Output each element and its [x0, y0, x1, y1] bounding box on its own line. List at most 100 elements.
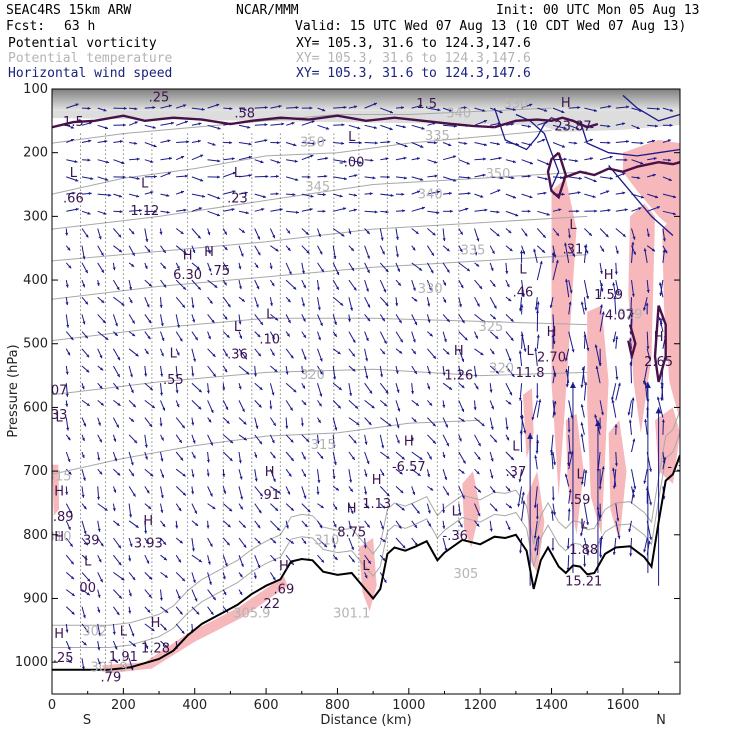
wind-vector-head — [552, 512, 556, 516]
wind-vector-head — [429, 402, 433, 406]
wind-vector-head — [211, 319, 215, 323]
wind-vector — [551, 452, 554, 470]
wind-vector-head — [145, 351, 149, 355]
wind-vector-head — [427, 303, 431, 307]
wind-vector-head — [243, 437, 247, 441]
wind-vector-head — [179, 611, 183, 615]
wind-vector-head — [97, 609, 101, 613]
wind-vector — [521, 280, 525, 298]
wind-vector — [568, 450, 574, 470]
wind-vector-head — [381, 526, 384, 530]
wind-vector — [583, 381, 587, 401]
wind-vector-head — [166, 210, 170, 214]
wind-vector-head — [595, 365, 599, 369]
wind-vector-head — [159, 423, 163, 427]
pv-label: 1.5 — [416, 97, 437, 112]
wind-vector-head — [178, 507, 182, 512]
wind-vector-head — [272, 455, 276, 459]
wind-vector-head — [626, 140, 629, 144]
wind-vector-head — [333, 255, 337, 259]
wind-vector-head — [216, 213, 220, 217]
wind-vector-head — [585, 250, 589, 254]
wind-vector-head — [427, 474, 431, 478]
wind-vector-head — [302, 318, 306, 322]
wind-vector-head — [225, 406, 229, 410]
wind-vector — [599, 466, 605, 487]
wind-vector-head — [103, 108, 107, 112]
wind-vector-head — [599, 555, 603, 558]
wind-vector-head — [185, 174, 188, 178]
wind-vector-head — [66, 324, 70, 328]
wind-vector-head — [191, 422, 195, 426]
wind-vector-head — [491, 406, 494, 410]
theta-label: 350 — [300, 135, 325, 150]
wind-vector-head — [350, 307, 353, 311]
wind-vector-head — [223, 490, 227, 494]
wind-vector-head — [177, 595, 181, 599]
wind-vector-head — [367, 304, 370, 308]
wind-vector-head — [622, 233, 626, 237]
pv-label: H — [547, 325, 557, 340]
wind-vector-head — [389, 127, 393, 131]
wind-vector-head — [275, 174, 279, 178]
wind-vector-head — [382, 505, 385, 509]
wind-vector-head — [558, 208, 562, 212]
pv-label: 07 — [51, 384, 68, 399]
wind-vector-head — [129, 286, 133, 290]
wind-vector-head — [453, 178, 457, 182]
wind-vector-head — [70, 125, 74, 129]
wind-vector-head — [640, 141, 644, 145]
wind-vector-head — [411, 391, 414, 394]
wind-vector-head — [401, 507, 405, 511]
wind-vector-head — [178, 559, 181, 563]
wind-vector-head — [551, 548, 555, 551]
wind-vector-head — [71, 611, 75, 615]
wind-vector-head — [626, 105, 630, 109]
wind-vector-head — [385, 210, 389, 214]
wind-vector-head — [612, 552, 616, 555]
wind-vector-head — [383, 403, 387, 407]
wind-vector-head — [271, 282, 275, 287]
pv-label: .58 — [234, 107, 255, 122]
wind-vector — [583, 537, 589, 556]
wind-vector-head — [147, 336, 151, 340]
wind-vector-head — [568, 489, 572, 493]
wind-vector-head — [304, 524, 308, 528]
wind-vector-head — [240, 506, 243, 510]
wind-vector-head — [272, 577, 276, 581]
wind-vector-head — [628, 419, 632, 423]
wind-vector-head — [75, 207, 79, 211]
wind-vector-head — [496, 210, 500, 214]
wind-vector-head — [534, 548, 538, 552]
wind-vector-head — [287, 247, 291, 251]
wind-vector-head — [293, 143, 297, 147]
wind-vector-head — [493, 305, 497, 309]
wind-vector-head — [222, 473, 226, 477]
wind-vector-head — [169, 156, 172, 160]
wind-vector-head — [512, 195, 516, 199]
wind-vector-head — [432, 440, 436, 444]
wind-vector-head — [449, 109, 453, 112]
pv-label: 1.88 — [569, 543, 598, 558]
wind-vector-head — [224, 353, 228, 357]
wind-vector-head — [90, 177, 94, 180]
wind-vector-head — [256, 286, 260, 290]
wind-vector-head — [144, 265, 148, 269]
wind-vector-head — [121, 302, 125, 306]
wind-vector-head — [100, 252, 104, 256]
wind-vector-head — [397, 408, 401, 412]
wind-vector-head — [183, 251, 187, 254]
wind-vector-head — [258, 510, 262, 514]
wind-vector-head — [240, 563, 244, 567]
wind-vector-head — [99, 355, 103, 359]
wind-vector-head — [118, 562, 122, 566]
pv-label: L — [120, 624, 128, 639]
y-axis-label: Pressure (hPa) — [6, 344, 21, 437]
forecast-label: Fcst: — [6, 19, 46, 34]
wind-vector-head — [212, 373, 216, 377]
pv-label: H — [143, 514, 153, 529]
plot-frame — [51, 88, 681, 695]
wind-vector-head — [436, 211, 440, 215]
wind-vector-head — [543, 191, 547, 195]
wind-vector-head — [116, 286, 120, 290]
